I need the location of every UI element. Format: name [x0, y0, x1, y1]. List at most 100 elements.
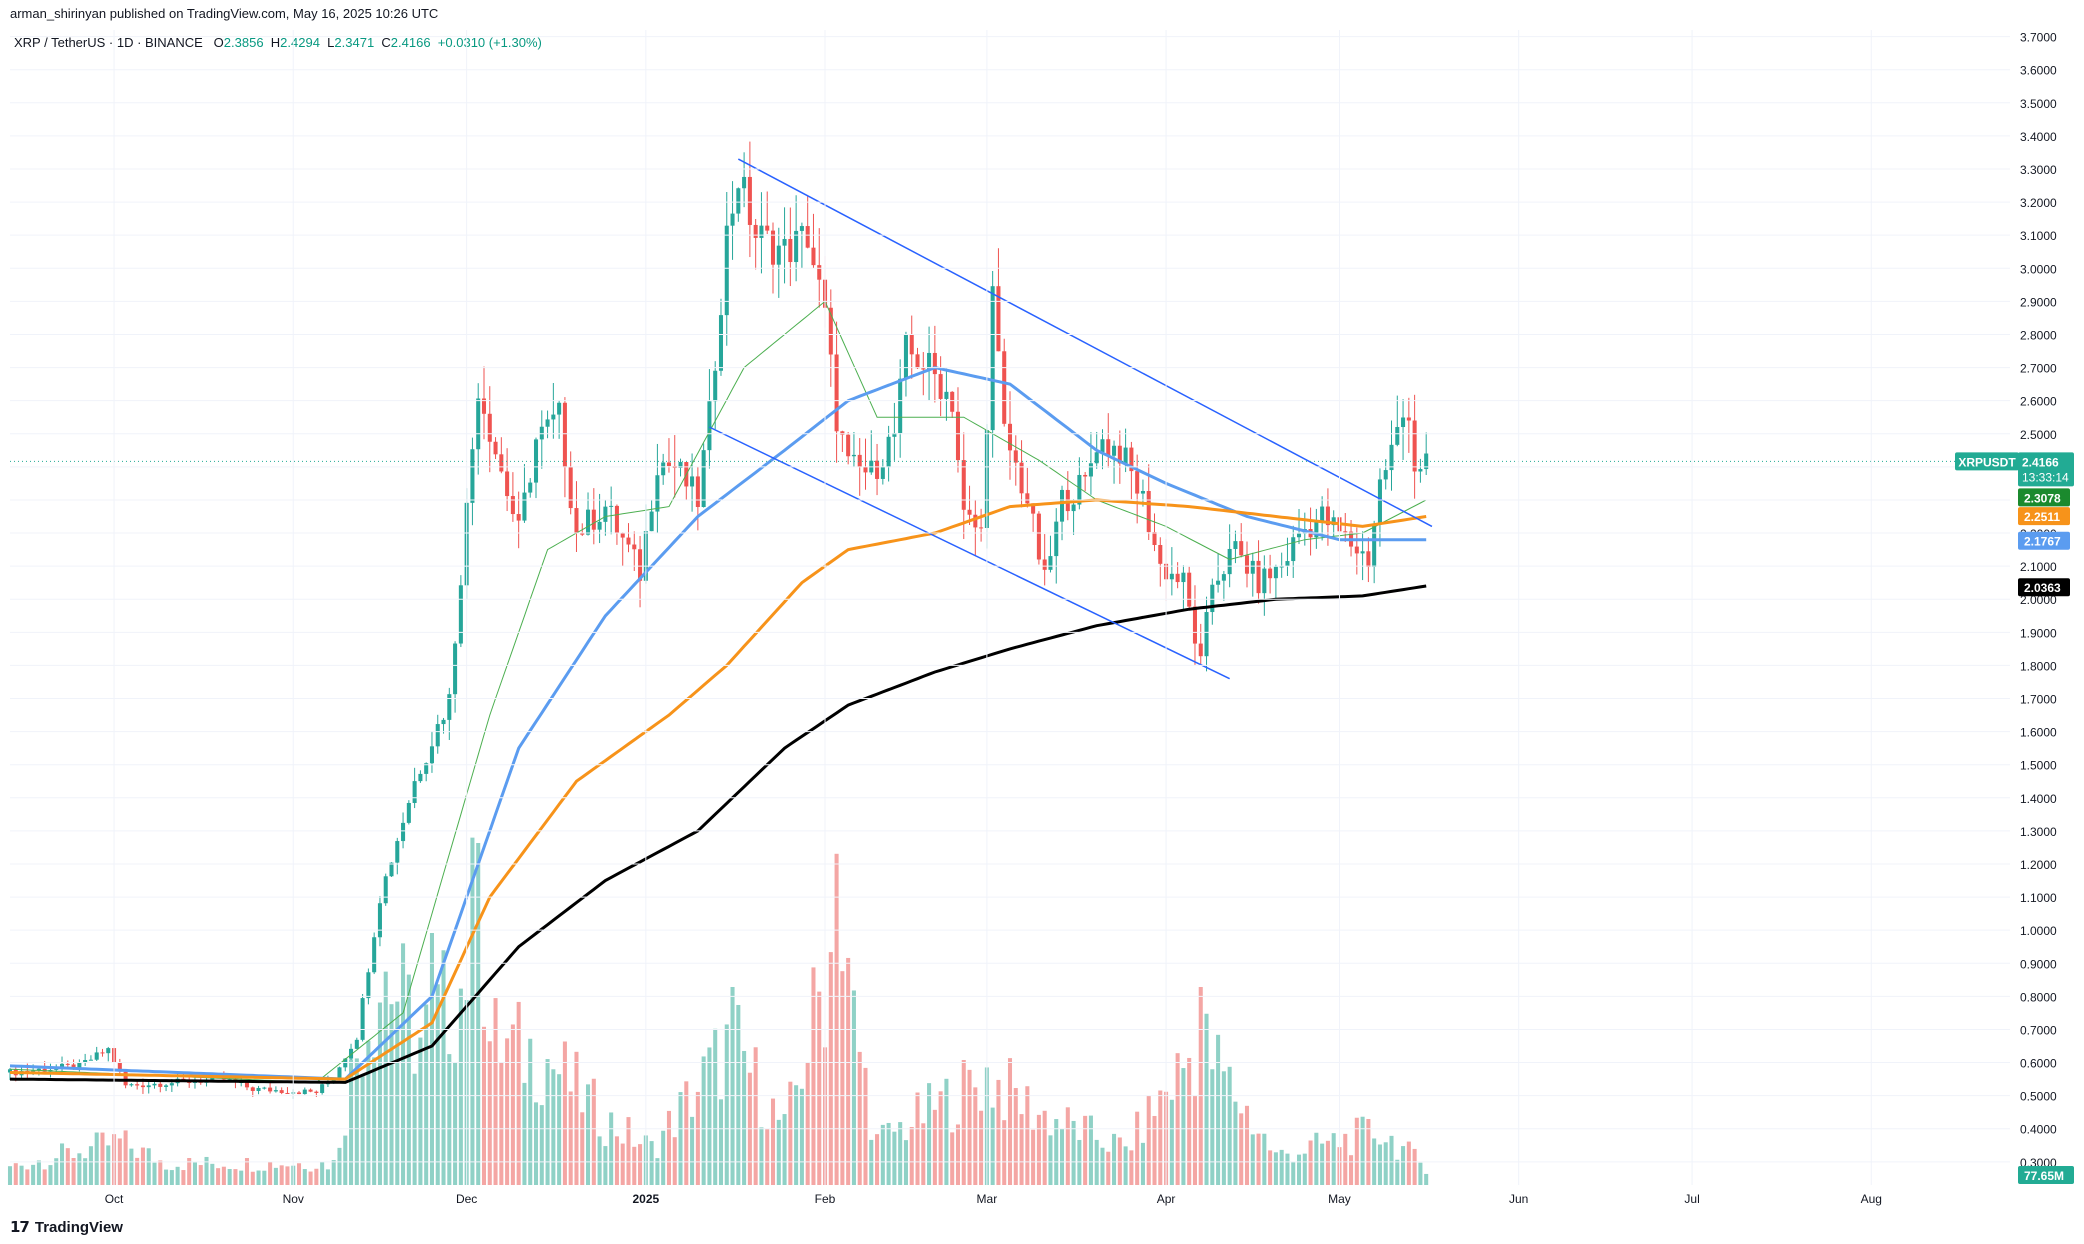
candle — [227, 1079, 232, 1081]
volume-bar — [1256, 1133, 1261, 1185]
candle — [1221, 574, 1226, 581]
candle — [701, 450, 706, 508]
candle — [1036, 513, 1041, 560]
volume-bar — [389, 1004, 394, 1185]
ma-value-tag — [2018, 488, 2070, 507]
candle — [1175, 573, 1180, 583]
candle — [273, 1090, 278, 1092]
symbol-tag-label: XRPUSDT — [1958, 455, 2016, 469]
volume-tag — [2018, 1166, 2074, 1184]
volume-bar — [770, 1098, 776, 1185]
symbol-name[interactable]: XRP / TetherUS · 1D · BINANCE — [14, 35, 203, 50]
volume-bar — [106, 1145, 111, 1185]
volume-bar — [851, 990, 856, 1185]
price-axis[interactable]: 3.7000 3.6000 3.5000 3.4000 3.3000 3.2000 3.10… — [10, 31, 2057, 1170]
candle — [106, 1048, 111, 1054]
tradingview-logo[interactable]: 𝟭𝟳 TradingView — [10, 1218, 123, 1237]
volume-bar — [233, 1169, 238, 1185]
volume-bar — [1181, 1068, 1186, 1185]
y-tick-label: 1.3000 — [2020, 825, 2057, 839]
candle — [285, 1092, 290, 1094]
candle — [1100, 439, 1105, 453]
volume-bar — [591, 1078, 596, 1185]
volume-bar — [713, 1028, 718, 1185]
volume-bar — [1117, 1137, 1122, 1185]
volume-bar — [325, 1169, 330, 1185]
volume-bar — [1320, 1143, 1325, 1185]
candle — [1366, 551, 1371, 567]
volume-bar — [129, 1148, 134, 1185]
volume-bar — [950, 1132, 955, 1185]
volume-bar — [256, 1170, 261, 1185]
candle — [308, 1089, 313, 1092]
volume-bar — [1042, 1110, 1047, 1185]
time-axis[interactable]: Oct Nov Dec 2025 Feb Mar Apr May Jun Jul Aug — [105, 30, 1882, 1206]
low-label: L — [327, 35, 335, 50]
volume-bar — [1158, 1090, 1163, 1185]
candle — [1354, 546, 1359, 554]
candle — [7, 1069, 13, 1073]
candle — [713, 370, 718, 402]
volume-bar — [1279, 1149, 1284, 1185]
y-tick-label: 1.9000 — [2020, 626, 2057, 640]
x-tick-label: Mar — [977, 1192, 998, 1206]
volume-bar — [794, 1085, 799, 1185]
candle — [83, 1060, 88, 1062]
volume-bar — [48, 1165, 53, 1185]
volume-bar — [1140, 1142, 1145, 1185]
volume-bar — [1123, 1146, 1128, 1185]
candle — [909, 334, 914, 355]
volume-bar — [632, 1146, 637, 1185]
volume-bar — [765, 1129, 770, 1185]
volume-bar — [557, 1074, 562, 1185]
trendline — [709, 426, 1230, 680]
volume-bar — [817, 991, 822, 1185]
candle — [811, 247, 816, 266]
y-tick-label: 0.9000 — [2020, 957, 2057, 971]
y-tick-label: 1.5000 — [2020, 759, 2057, 773]
candle — [788, 238, 793, 263]
volume-bar — [1187, 1057, 1192, 1185]
volume-bar — [1060, 1129, 1065, 1185]
volume-bar — [979, 1110, 984, 1185]
x-tick-label: Aug — [1861, 1192, 1882, 1206]
candle — [94, 1052, 99, 1060]
candle — [932, 352, 937, 375]
candle — [1331, 517, 1336, 526]
volume-bar — [510, 1024, 515, 1185]
candle — [770, 230, 776, 265]
volume-bar — [776, 1119, 781, 1185]
volume-bar — [296, 1163, 302, 1185]
candle — [1204, 612, 1209, 657]
candle — [146, 1085, 151, 1088]
volume-bar — [227, 1169, 232, 1185]
candle — [620, 533, 625, 538]
candle — [1244, 555, 1250, 574]
candle — [135, 1084, 140, 1086]
y-tick-label: 0.8000 — [2020, 990, 2057, 1004]
candle — [279, 1090, 284, 1093]
candle — [892, 433, 897, 437]
volume-bar — [516, 1001, 521, 1185]
candle — [256, 1087, 261, 1091]
candle — [1146, 491, 1151, 533]
volume-bar — [1065, 1107, 1070, 1185]
volume-bar — [718, 1099, 724, 1185]
candle — [401, 822, 406, 842]
volume-bar — [909, 1127, 914, 1185]
candle — [77, 1061, 82, 1069]
volume-bar — [857, 1051, 862, 1185]
volume-bar — [169, 1170, 174, 1185]
volume-bar — [1169, 1099, 1174, 1185]
candle — [447, 694, 452, 720]
candle — [1117, 445, 1122, 464]
candle — [666, 462, 671, 467]
volume-bar — [1389, 1135, 1394, 1185]
volume-bar — [609, 1112, 614, 1185]
y-tick-label: 1.8000 — [2020, 659, 2057, 673]
volume-bar — [1227, 1066, 1232, 1185]
candle — [950, 391, 955, 412]
volume-bar — [314, 1168, 319, 1185]
volume-bar — [25, 1169, 30, 1185]
